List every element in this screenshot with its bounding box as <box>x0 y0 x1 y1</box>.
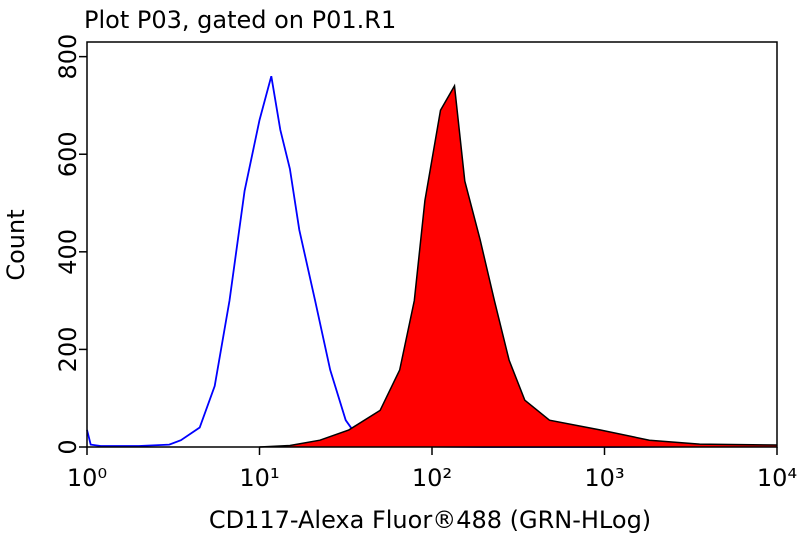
y-tick-label: 200 <box>54 327 82 373</box>
x-tick-label: 10¹ <box>239 464 279 492</box>
y-tick-label: 600 <box>54 131 82 177</box>
x-tick-label: 10⁰ <box>67 464 107 492</box>
y-tick-label: 800 <box>54 34 82 80</box>
x-tick-label: 10³ <box>584 464 624 492</box>
histogram-outline <box>259 83 778 448</box>
y-axis-label: Count <box>2 209 30 280</box>
x-tick-label: 10² <box>412 464 452 492</box>
x-axis-label: CD117-Alexa Fluor®488 (GRN-HLog) <box>209 506 651 534</box>
y-tick-label: 0 <box>54 439 82 454</box>
x-tick-label: 10⁴ <box>757 464 797 492</box>
chart-title: Plot P03, gated on P01.R1 <box>84 6 396 34</box>
y-tick-label: 400 <box>54 229 82 275</box>
